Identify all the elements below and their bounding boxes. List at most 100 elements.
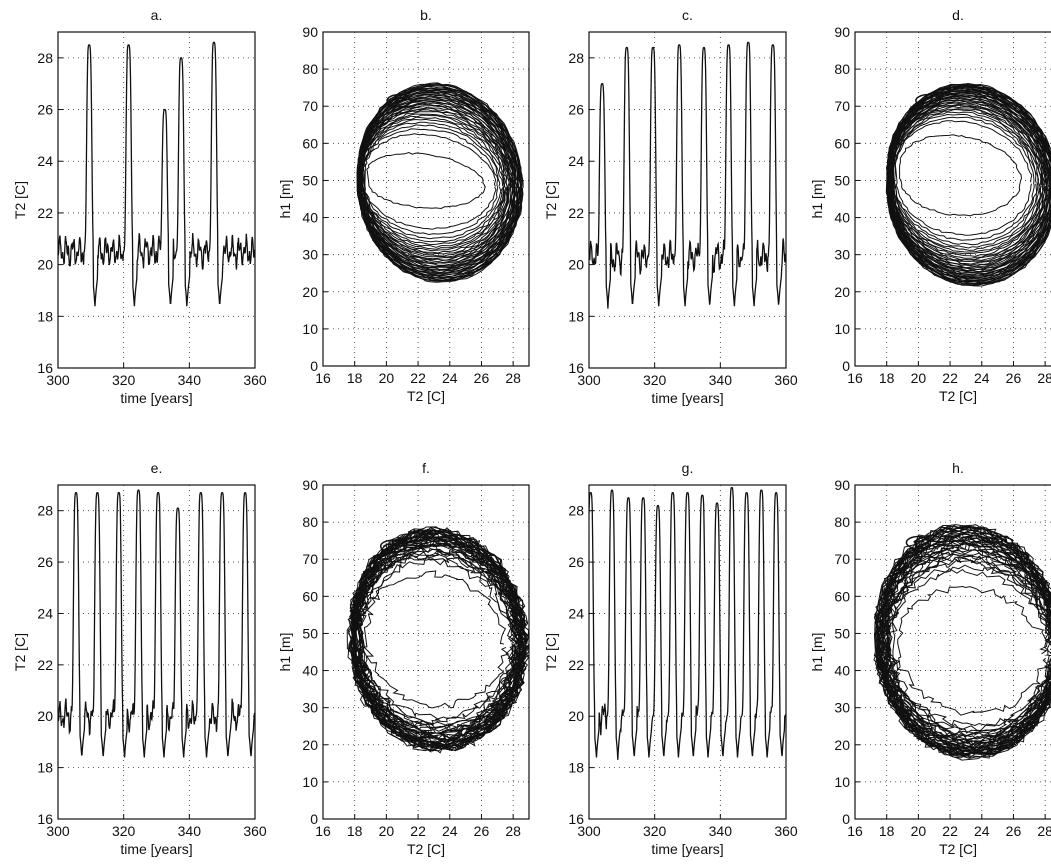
phase-loop	[894, 120, 1033, 236]
y-tick-label: 30	[834, 700, 850, 716]
x-tick-label: 360	[774, 372, 798, 388]
panel-h: 16 18 20 22 24 26 28 0 10 20 30 40 50 60 70 80 90 h. T2 [C…	[809, 460, 1051, 857]
phase-loop	[350, 528, 529, 752]
panel-f: 16 18 20 22 24 26 28 0 10 20 30 40 50 60 70 80 90 f. T2 [C…	[277, 460, 530, 857]
y-axis-label: T2 [C]	[543, 633, 559, 671]
x-tick-label: 20	[379, 823, 395, 839]
phase-loop	[889, 100, 1047, 262]
x-tick-label: 26	[474, 370, 490, 386]
axes-frame	[57, 31, 256, 369]
x-tick-label: 320	[643, 823, 667, 839]
y-tick-label: 24	[37, 153, 53, 169]
panel-title: e.	[151, 460, 163, 476]
phase-loop	[899, 134, 1023, 217]
y-tick-label: 28	[568, 503, 584, 519]
panel-title: g.	[682, 460, 694, 476]
x-tick-label: 28	[1037, 370, 1051, 386]
x-tick-label: 320	[112, 372, 136, 388]
y-tick-label: 22	[37, 205, 53, 221]
x-axis-label: time [years]	[651, 390, 723, 406]
y-tick-label: 28	[37, 50, 53, 66]
series-line	[58, 41, 255, 307]
x-tick-label: 20	[911, 823, 927, 839]
x-tick-label: 16	[847, 370, 863, 386]
grid-b	[323, 32, 529, 366]
series-a	[58, 41, 255, 307]
y-tick-label: 22	[568, 205, 584, 221]
y-tick-label: 90	[834, 24, 850, 40]
x-tick-label: 16	[847, 823, 863, 839]
cusp-loop	[386, 93, 412, 108]
phase-loop	[347, 526, 529, 753]
y-tick-label: 16	[568, 360, 584, 376]
x-tick-label: 340	[178, 823, 202, 839]
y-tick-label: 26	[568, 102, 584, 118]
y-tick-label: 20	[37, 257, 53, 273]
x-tick-label: 320	[112, 823, 136, 839]
y-tick-label: 26	[37, 554, 53, 570]
y-tick-label: 16	[37, 360, 53, 376]
y-tick-label: 20	[568, 257, 584, 273]
y-tick-label: 24	[568, 605, 584, 621]
x-tick-label: 28	[1037, 823, 1051, 839]
y-tick-label: 80	[834, 514, 850, 530]
x-tick-label: 18	[347, 823, 363, 839]
x-tick-label: 20	[911, 370, 927, 386]
x-tick-label: 28	[505, 823, 521, 839]
x-axis-label: time [years]	[651, 841, 723, 857]
y-tick-label: 0	[310, 358, 318, 374]
panel-e: 300 320 340 360 16 18 20 22 24 26 28 e. time [years]…	[12, 460, 267, 857]
panel-title: d.	[952, 7, 964, 23]
x-tick-label: 24	[974, 823, 990, 839]
grid-c	[589, 32, 786, 368]
x-axis-label: T2 [C]	[939, 841, 977, 857]
y-tick-label: 24	[568, 153, 584, 169]
y-tick-label: 22	[568, 657, 584, 673]
y-tick-label: 30	[834, 247, 850, 263]
y-tick-label: 18	[37, 308, 53, 324]
y-axis-label: T2 [C]	[12, 181, 28, 219]
y-tick-label: 70	[834, 98, 850, 114]
panel-title: c.	[682, 7, 693, 23]
phase-loop	[357, 82, 524, 283]
series-c	[589, 41, 786, 309]
x-tick-label: 22	[942, 823, 958, 839]
grid-e	[58, 485, 255, 819]
y-tick-label: 20	[37, 708, 53, 724]
y-tick-label: 0	[842, 358, 850, 374]
series-g	[589, 486, 786, 760]
phase-loop	[348, 530, 528, 749]
x-tick-label: 300	[577, 372, 601, 388]
y-tick-label: 30	[302, 700, 318, 716]
y-tick-label: 16	[37, 811, 53, 827]
y-axis-label: T2 [C]	[543, 181, 559, 219]
series-d	[885, 82, 1051, 287]
panel-c: 300 320 340 360 16 18 20 22 24 26 28 c. time [years]…	[543, 7, 798, 406]
axes-frame	[854, 484, 1051, 820]
axes-frame	[57, 484, 256, 820]
y-tick-label: 50	[302, 625, 318, 641]
series-f	[346, 526, 529, 754]
x-tick-label: 24	[442, 823, 458, 839]
x-tick-label: 16	[315, 370, 331, 386]
x-tick-label: 320	[643, 372, 667, 388]
x-tick-label: 340	[178, 372, 202, 388]
x-tick-label: 24	[974, 370, 990, 386]
axes-frame	[588, 484, 787, 820]
x-tick-label: 16	[315, 823, 331, 839]
phase-loop	[873, 525, 1051, 761]
y-tick-label: 40	[834, 210, 850, 226]
y-tick-label: 70	[302, 551, 318, 567]
y-axis-label: h1 [m]	[809, 633, 825, 672]
y-tick-label: 26	[37, 102, 53, 118]
y-tick-label: 60	[834, 135, 850, 151]
panel-b: 16 18 20 22 24 26 28 0 10 20 30 40 50 60 70 80 90 b. T2 [C…	[277, 7, 530, 404]
phase-loop	[886, 83, 1051, 286]
y-tick-label: 20	[302, 737, 318, 753]
y-tick-label: 20	[302, 284, 318, 300]
y-tick-label: 26	[568, 554, 584, 570]
phase-loop	[362, 570, 510, 709]
phase-loop	[896, 585, 1050, 716]
y-tick-label: 50	[834, 625, 850, 641]
cusp-loop	[905, 535, 932, 550]
